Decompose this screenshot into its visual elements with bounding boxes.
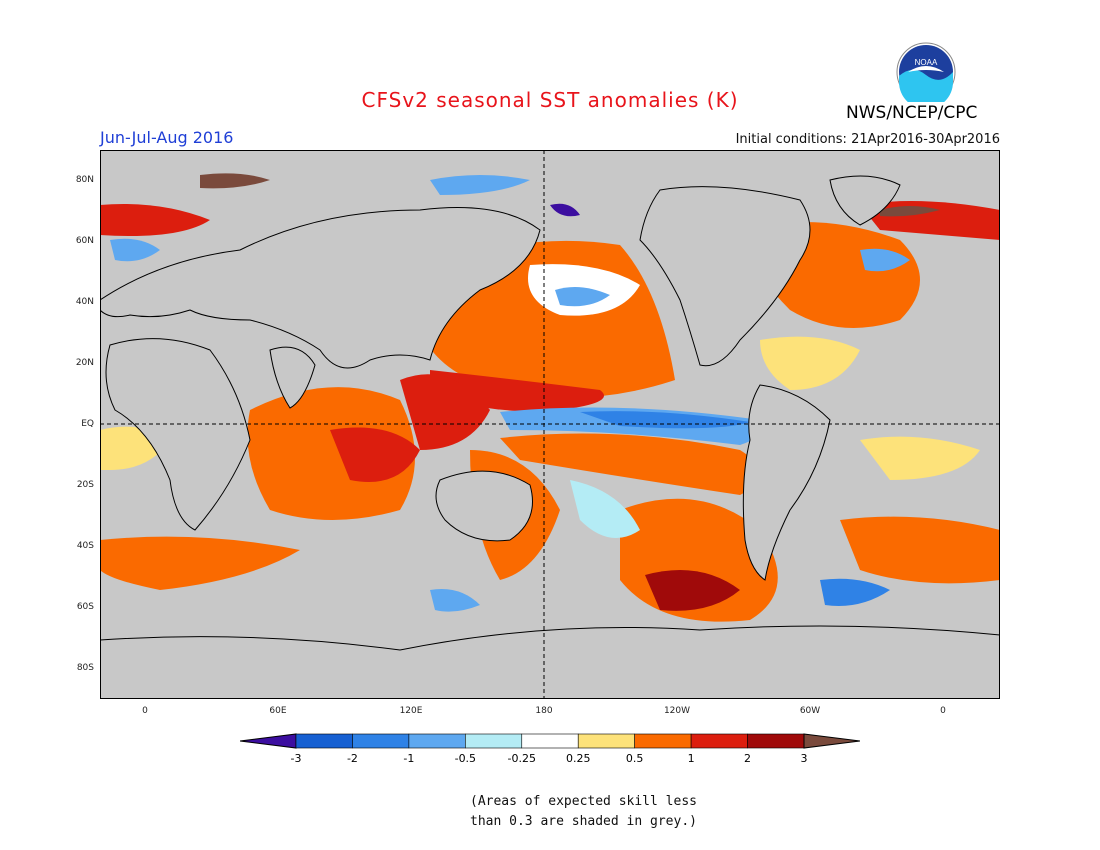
lon-label: 0 — [142, 706, 148, 716]
colorbar-box — [634, 733, 692, 749]
lat-label: 40S — [76, 541, 94, 551]
lon-label: 60E — [269, 706, 287, 716]
colorbar-tick-label: -0.25 — [507, 752, 536, 765]
lat-label: 80N — [75, 175, 94, 185]
colorbar-tick-label: -2 — [346, 752, 358, 765]
colorbar-box — [747, 733, 805, 749]
colorbar-box — [690, 733, 748, 749]
lat-label: 60N — [75, 236, 94, 246]
colorbar-box — [521, 733, 579, 749]
lat-label: EQ — [81, 419, 94, 429]
sst-anomaly-map — [100, 150, 1000, 699]
colorbar-box — [295, 733, 353, 749]
skill-note: (Areas of expected skill less than 0.3 a… — [470, 792, 697, 832]
lon-label: 60W — [799, 706, 821, 716]
noaa-logo-icon: NOAA — [896, 42, 956, 102]
lon-label: 0 — [940, 706, 946, 716]
lat-label: 20S — [76, 480, 94, 490]
agency-label: NWS/NCEP/CPC — [846, 103, 978, 123]
colorbar-box — [577, 733, 635, 749]
colorbar-box — [465, 733, 523, 749]
season-label: Jun-Jul-Aug 2016 — [100, 128, 234, 147]
colorbar-box — [408, 733, 466, 749]
lon-label: 120E — [399, 706, 423, 716]
colorbar-tick-label: -1 — [403, 752, 415, 765]
colorbar-max-triangle — [803, 733, 860, 749]
colorbar-tick-label: 3 — [800, 752, 808, 765]
colorbar-tick-label: -0.5 — [454, 752, 477, 765]
colorbar-tick-label: 0.25 — [565, 752, 591, 765]
svg-text:NOAA: NOAA — [915, 58, 938, 67]
continents — [100, 175, 1000, 699]
colorbar-tick-label: 0.5 — [625, 752, 644, 765]
colorbar-tick-label: 2 — [744, 752, 752, 765]
colorbar-min-triangle — [240, 733, 297, 749]
skill-note-line2: than 0.3 are shaded in grey.) — [470, 814, 697, 829]
colorbar — [240, 733, 860, 749]
lon-label: 120W — [663, 706, 691, 716]
lat-label: 60S — [76, 602, 94, 612]
lat-label: 40N — [75, 297, 94, 307]
lat-label: 20N — [75, 358, 94, 368]
map-title: CFSv2 seasonal SST anomalies (K) — [361, 88, 739, 112]
colorbar-box — [352, 733, 410, 749]
cool-anomaly-regions — [110, 175, 910, 612]
colorbar-tick-label: -3 — [290, 752, 302, 765]
initial-conditions: Initial conditions: 21Apr2016-30Apr2016 — [735, 132, 1000, 147]
lat-label: 80S — [76, 663, 94, 673]
lon-label: 180 — [535, 706, 553, 716]
skill-note-line1: (Areas of expected skill less — [470, 794, 697, 809]
colorbar-tick-label: 1 — [687, 752, 695, 765]
